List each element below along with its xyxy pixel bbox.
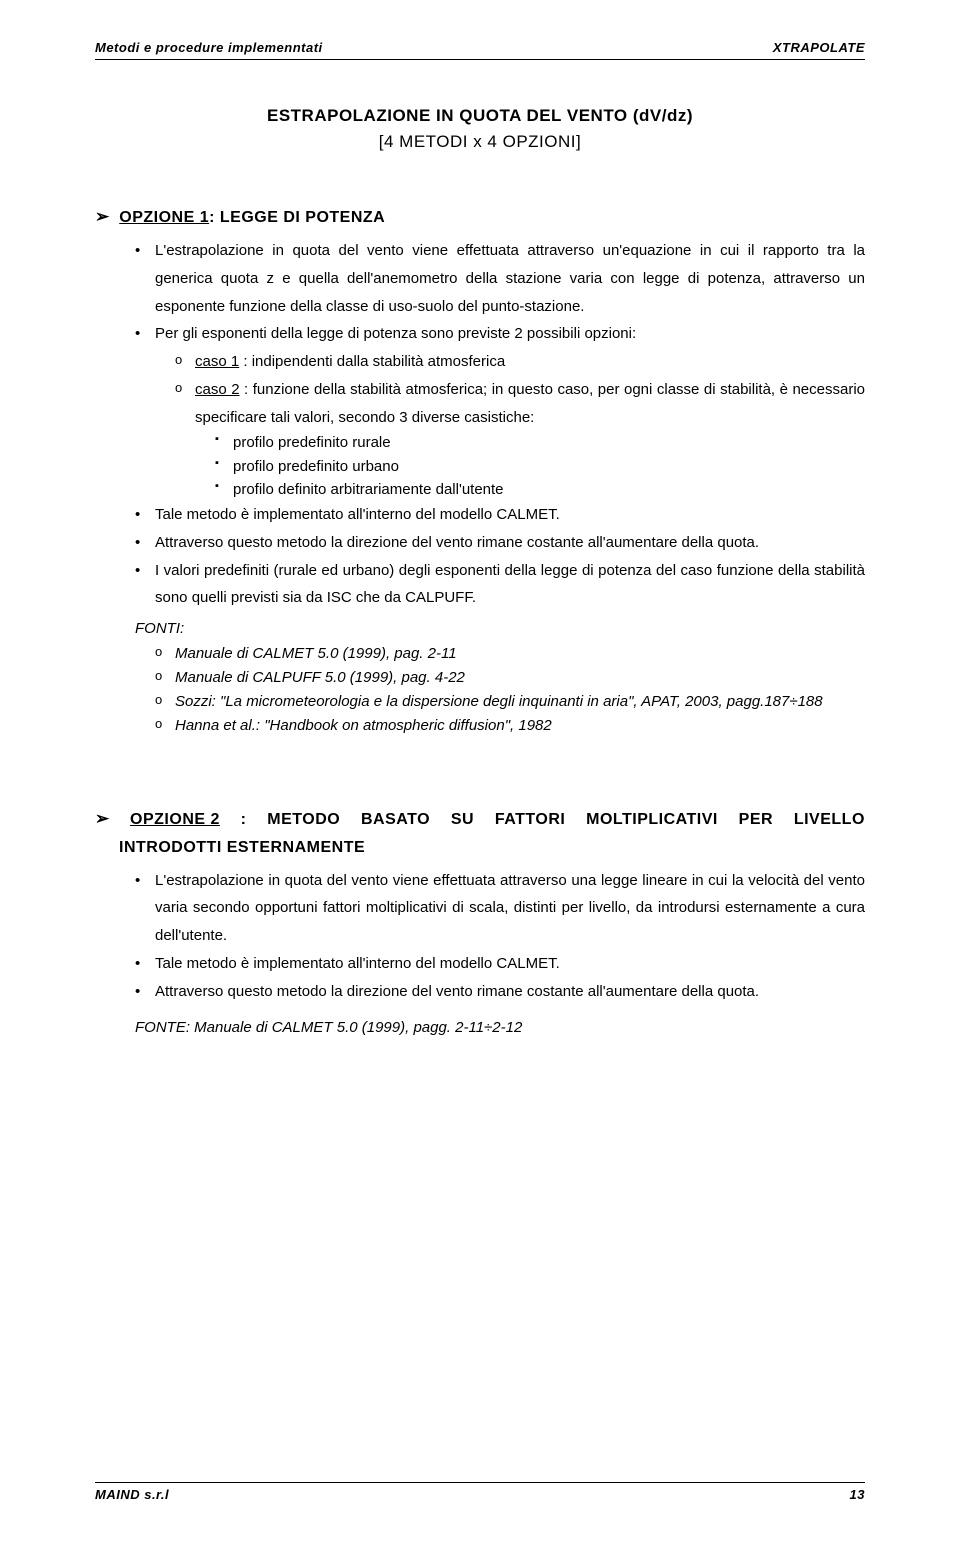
option2-bullets: L'estrapolazione in quota del vento vien… <box>95 867 865 1006</box>
page-subtitle: [4 METODI x 4 OPZIONI] <box>95 132 865 152</box>
option1-profiles: profilo predefinito rurale profilo prede… <box>195 431 865 501</box>
option2-fonte: FONTE: Manuale di CALMET 5.0 (1999), pag… <box>95 1015 865 1041</box>
footer-left: MAIND s.r.l <box>95 1487 169 1502</box>
option1-heading: ➢ OPZIONE 1: LEGGE DI POTENZA <box>95 208 865 227</box>
bullet-item: Attraverso questo metodo la direzione de… <box>135 529 865 557</box>
bullet-item: L'estrapolazione in quota del vento vien… <box>135 867 865 950</box>
bullet-item: L'estrapolazione in quota del vento vien… <box>135 237 865 320</box>
chevron-icon: ➢ <box>95 810 109 827</box>
fonti-label: FONTI: <box>95 616 865 642</box>
fonti-list: Manuale di CALMET 5.0 (1999), pag. 2-11 … <box>95 642 865 738</box>
option1-bullets: L'estrapolazione in quota del vento vien… <box>95 237 865 612</box>
page-footer: MAIND s.r.l 13 <box>95 1482 865 1502</box>
fonte-item: Hanna et al.: "Handbook on atmospheric d… <box>155 714 865 738</box>
bullet-item: Per gli esponenti della legge di potenza… <box>135 320 865 501</box>
option2-section: ➢ OPZIONE 2 : METODO BASATO SU FATTORI M… <box>95 810 865 1041</box>
header-left: Metodi e procedure implemenntati <box>95 40 323 55</box>
profile-item: profilo predefinito rurale <box>215 431 865 454</box>
fonte-item: Manuale di CALMET 5.0 (1999), pag. 2-11 <box>155 642 865 666</box>
subcase-item: caso 1 : indipendenti dalla stabilità at… <box>175 348 865 376</box>
profile-item: profilo predefinito urbano <box>215 455 865 478</box>
header-right: XTRAPOLATE <box>773 40 865 55</box>
subcase-item: caso 2 : funzione della stabilità atmosf… <box>175 376 865 501</box>
fonte-item: Manuale di CALPUFF 5.0 (1999), pag. 4-22 <box>155 666 865 690</box>
footer-rule <box>95 1482 865 1483</box>
bullet-item: Tale metodo è implementato all'interno d… <box>135 501 865 529</box>
bullet-item: I valori predefiniti (rurale ed urbano) … <box>135 557 865 613</box>
header-rule <box>95 59 865 60</box>
chevron-icon: ➢ <box>95 208 109 225</box>
option2-heading-line1: ➢ OPZIONE 2 : METODO BASATO SU FATTORI M… <box>95 810 865 829</box>
option2-heading-line2: INTRODOTTI ESTERNAMENTE <box>95 839 865 857</box>
page-title: ESTRAPOLAZIONE IN QUOTA DEL VENTO (dV/dz… <box>95 106 865 126</box>
bullet-item: Attraverso questo metodo la direzione de… <box>135 978 865 1006</box>
bullet-item: Tale metodo è implementato all'interno d… <box>135 950 865 978</box>
option1-label: OPZIONE 1: LEGGE DI POTENZA <box>119 209 385 227</box>
profile-item: profilo definito arbitrariamente dall'ut… <box>215 478 865 501</box>
footer-right: 13 <box>850 1487 865 1502</box>
fonte-item: Sozzi: "La micrometeorologia e la disper… <box>155 690 865 714</box>
option1-subcases: caso 1 : indipendenti dalla stabilità at… <box>155 348 865 501</box>
page-header: Metodi e procedure implemenntati XTRAPOL… <box>95 40 865 55</box>
